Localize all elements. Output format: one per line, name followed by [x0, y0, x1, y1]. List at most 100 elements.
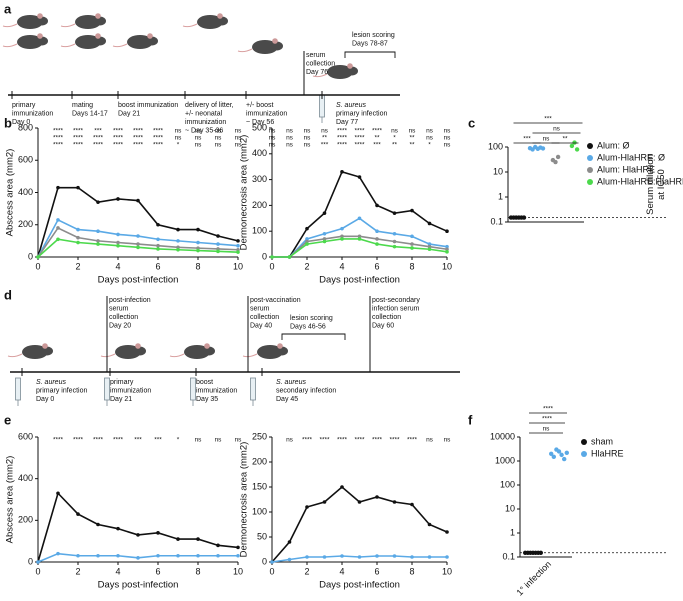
significance: ns	[444, 135, 452, 142]
data-point	[56, 226, 60, 230]
event-text: Day 20	[109, 322, 131, 329]
event-text: secondary infection	[276, 387, 336, 394]
significance: ns	[444, 128, 452, 135]
event-text: primary	[110, 379, 134, 386]
mouse-ear	[277, 343, 283, 349]
significance: ns	[304, 135, 312, 142]
data-point	[392, 500, 397, 504]
significance: ns	[215, 142, 223, 149]
data-point	[410, 234, 414, 239]
event-text: immunization	[185, 119, 226, 126]
mouse-head	[216, 16, 228, 26]
event-text: S. aureus	[36, 379, 66, 386]
data-point	[196, 227, 200, 232]
significance: ****	[113, 142, 124, 149]
significance: ****	[337, 135, 348, 142]
data-point	[392, 554, 397, 558]
data-point	[287, 557, 292, 562]
data-point	[36, 255, 40, 259]
data-point	[340, 554, 344, 558]
series-line	[37, 491, 239, 563]
mouse-body	[252, 40, 278, 54]
data-point	[340, 226, 344, 231]
significance: ****	[354, 142, 365, 149]
legend-label: Alum-HlaHRE:HlaHRE	[597, 176, 683, 186]
significance: ****	[133, 135, 144, 142]
data-point	[270, 255, 274, 259]
data-point	[357, 216, 362, 221]
y-tick-label: 50	[257, 531, 267, 541]
y-tick-label: 100	[500, 479, 515, 489]
y-tick-label: 200	[252, 456, 267, 466]
event-text: delivery of litter,	[185, 102, 234, 109]
significance: ****	[543, 406, 554, 413]
mouse-ear	[37, 13, 43, 19]
data-point	[216, 242, 220, 246]
panel-label: e	[4, 412, 11, 427]
data-point	[564, 450, 569, 455]
event-text: lesion scoring	[352, 32, 395, 39]
data-point	[357, 500, 362, 504]
data-point	[56, 218, 60, 222]
y-tick-label: 300	[252, 174, 267, 184]
significance: ns	[304, 128, 312, 135]
event-text: Days 46-56	[290, 323, 326, 330]
x-tick-label: 0	[35, 261, 40, 271]
significance: ****	[542, 416, 553, 423]
mouse-body	[17, 15, 43, 29]
syringe	[190, 377, 196, 401]
event-text: ~ Day 56	[246, 119, 274, 126]
x-tick-label: 6	[374, 566, 379, 576]
mouse-body	[257, 345, 283, 359]
data-point	[136, 198, 140, 203]
y-tick-label: 400	[18, 473, 33, 483]
significance: *	[177, 142, 180, 149]
data-point	[538, 550, 543, 555]
significance: ns	[543, 426, 551, 433]
panel-label: a	[4, 1, 12, 16]
panel-label: f	[468, 412, 473, 427]
data-point	[96, 553, 100, 558]
mouse-ear	[42, 343, 48, 349]
event-text: immunization	[12, 110, 53, 117]
mouse-tail	[112, 43, 128, 48]
data-point	[375, 203, 379, 208]
significance: **	[409, 135, 415, 142]
panel-label: c	[468, 115, 475, 130]
data-point	[270, 560, 274, 564]
data-point	[569, 143, 575, 149]
y-tick-label: 600	[18, 155, 33, 165]
significance: **	[322, 135, 328, 142]
y-tick-label: 1000	[495, 455, 515, 465]
data-point	[340, 170, 344, 174]
y-tick-label: 100	[252, 506, 267, 516]
y-axis-label: Dermonecrosis area (mm2)	[239, 135, 250, 251]
data-point	[176, 227, 180, 232]
significance: ****	[93, 142, 104, 149]
x-tick-label: 2	[75, 261, 80, 271]
data-point	[410, 242, 414, 246]
legend-label: Alum-HlaHRE: Ø	[597, 152, 665, 162]
data-point	[96, 200, 100, 204]
event-text: serum	[306, 52, 326, 59]
significance: **	[562, 136, 568, 143]
data-point	[216, 249, 220, 254]
y-tick-label: 1	[510, 527, 515, 537]
data-point	[236, 250, 240, 254]
data-point	[156, 531, 160, 535]
data-point	[136, 533, 140, 537]
data-point	[427, 221, 432, 226]
mouse-head	[94, 36, 106, 46]
event-text: serum	[250, 305, 270, 312]
y-tick-label: 200	[18, 515, 33, 525]
data-point	[236, 545, 240, 550]
data-point	[322, 555, 327, 559]
significance: *	[428, 142, 431, 149]
significance: ns	[215, 135, 223, 142]
legend-marker	[581, 439, 587, 445]
y-tick-label: 250	[252, 431, 267, 441]
data-point	[340, 485, 344, 489]
mouse-head	[146, 36, 158, 46]
event-text: boost	[196, 379, 213, 386]
significance: ***	[523, 136, 531, 143]
